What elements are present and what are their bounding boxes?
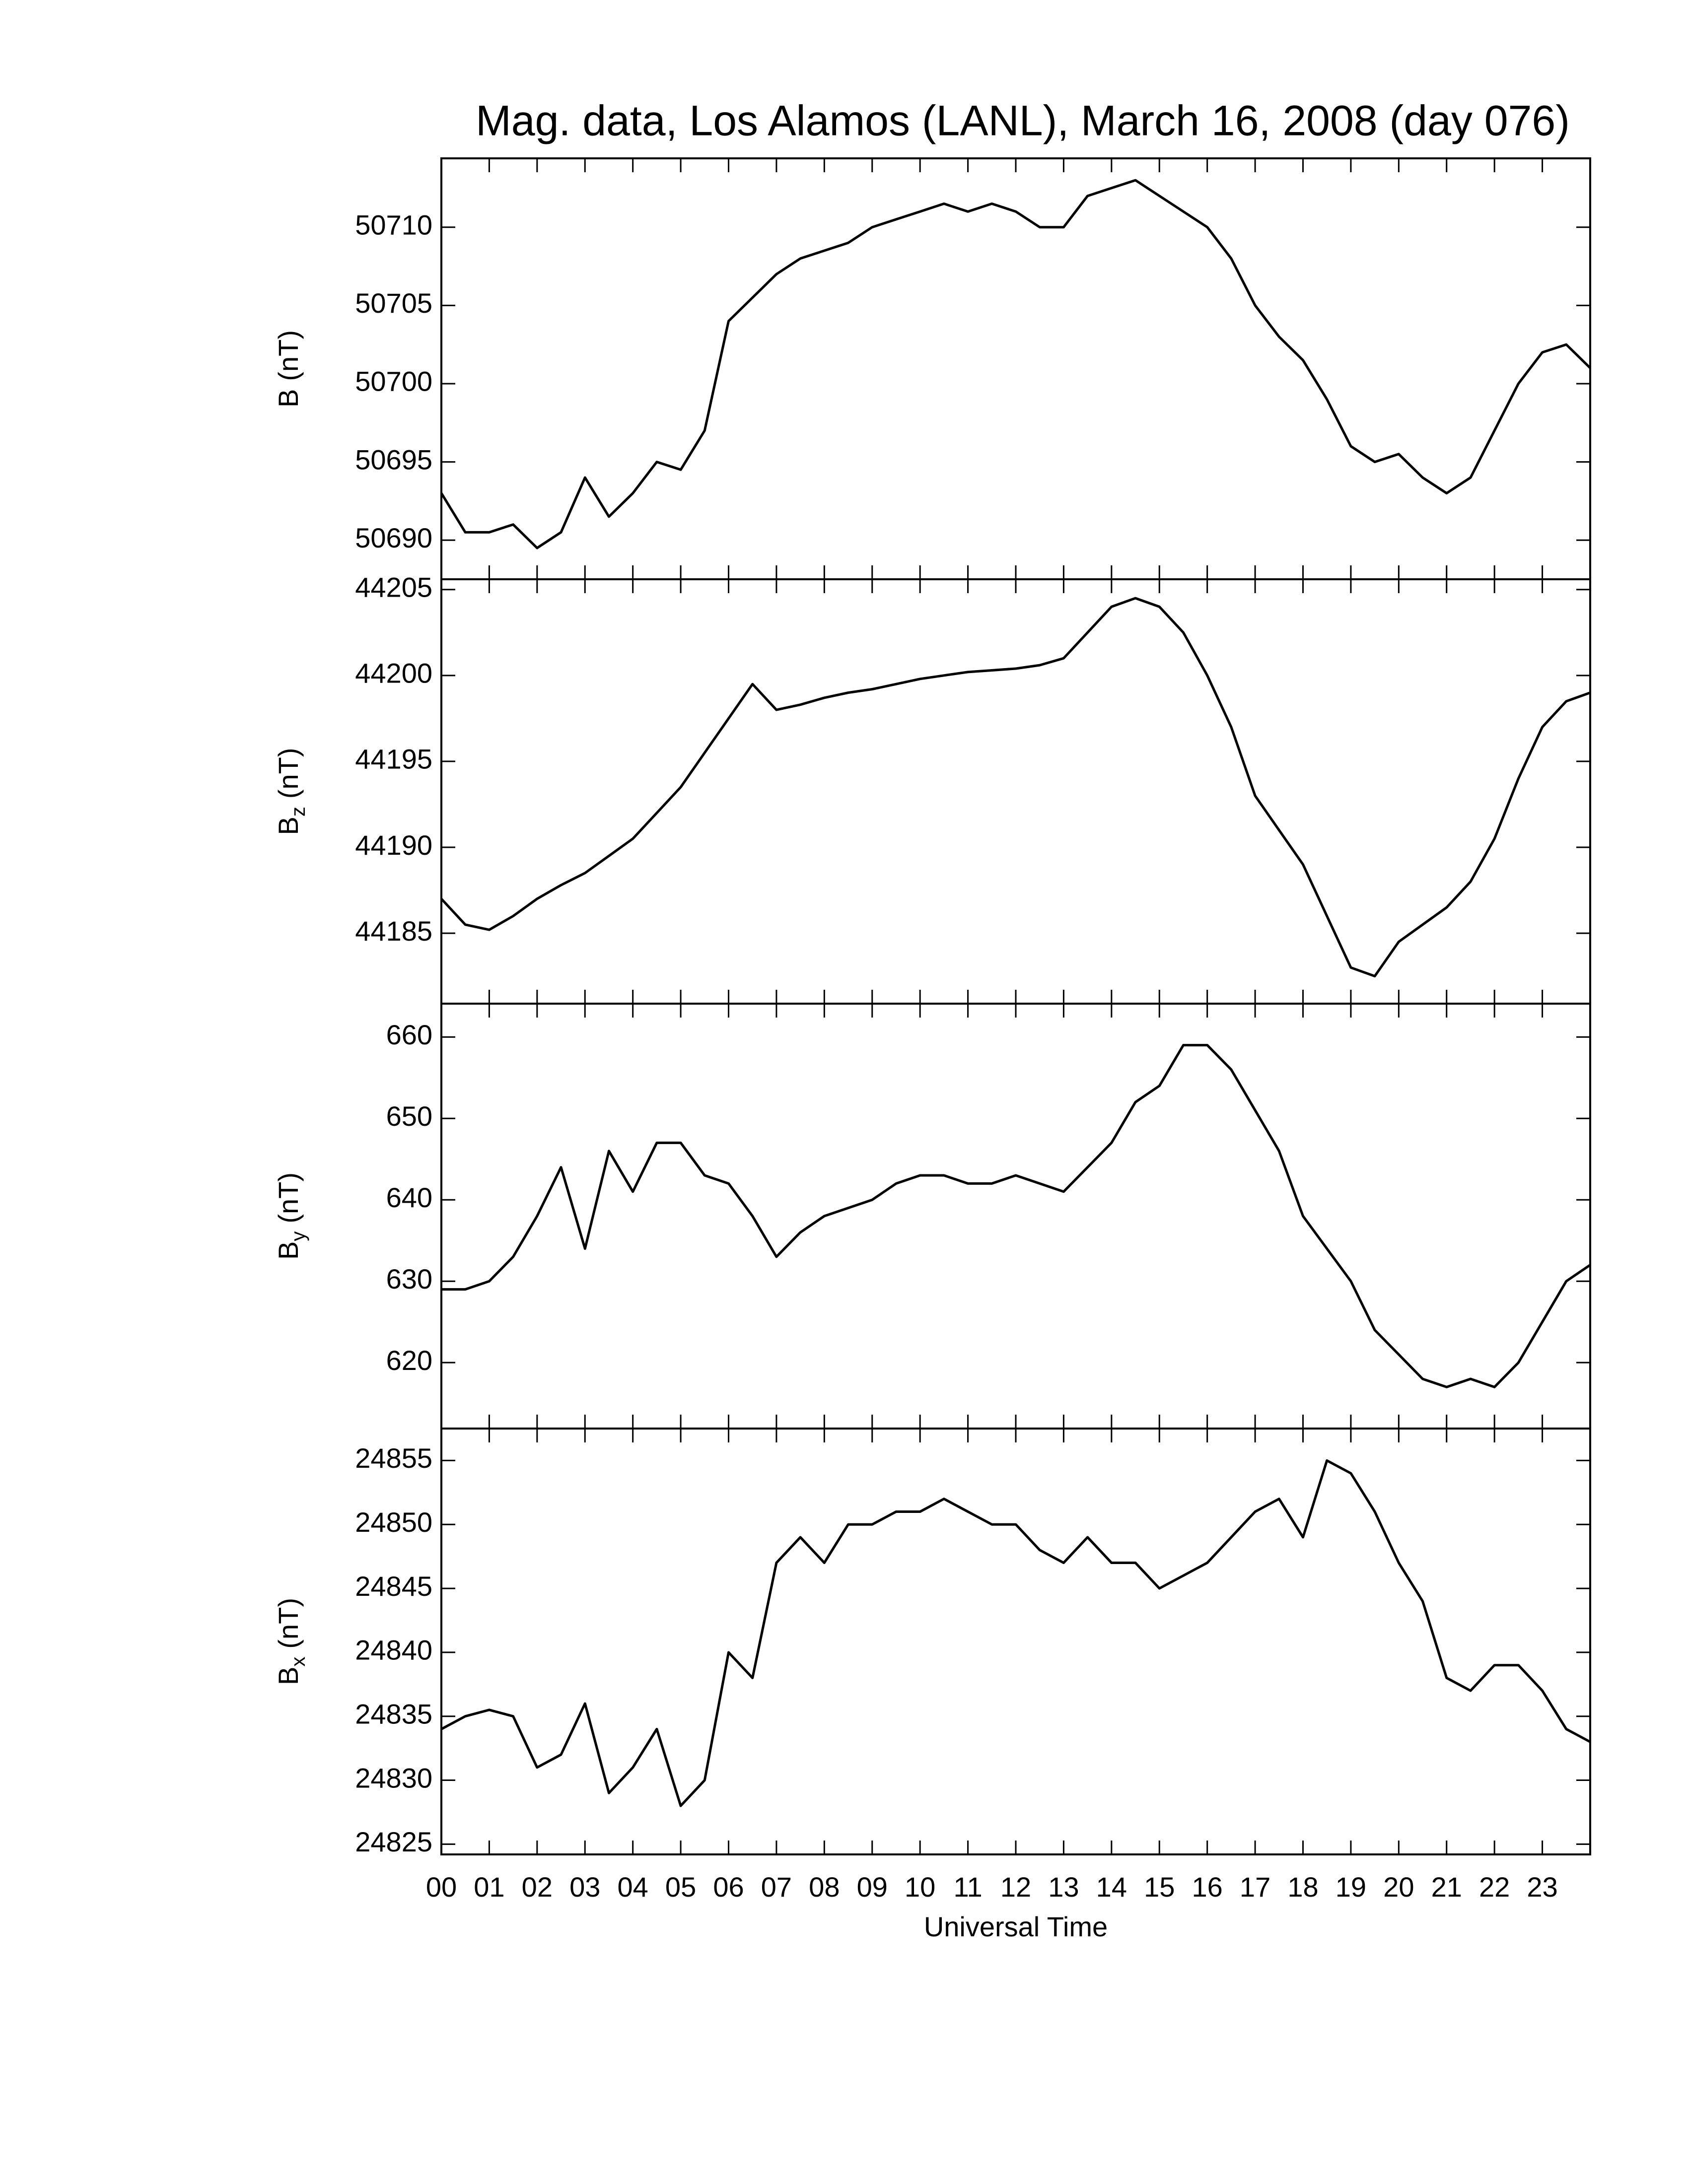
y-label-symbol: B [273,389,304,408]
y-tick-label: 630 [386,1263,432,1295]
x-tick-label: 05 [665,1871,696,1903]
y-tick-label: 44200 [355,658,432,689]
y-tick-label: 44190 [355,829,432,861]
y-label-symbol: B [273,1667,304,1685]
y-tick-label: 50710 [355,209,432,241]
x-axis-label: Universal Time [924,1911,1108,1942]
y-tick-label: 24835 [355,1699,432,1730]
y-tick-label: 50695 [355,444,432,475]
x-tick-label: 11 [954,1871,983,1903]
x-tick-label: 00 [426,1871,457,1903]
y-axis-label: B (nT) [273,330,304,408]
y-axis-label: Bz (nT) [273,748,309,835]
y-tick-label: 24825 [355,1826,432,1857]
y-tick-label: 24850 [355,1506,432,1538]
y-tick-label: 660 [386,1019,432,1050]
y-axis-label: Bx (nT) [273,1598,309,1685]
x-tick-label: 08 [809,1871,840,1903]
x-tick-label: 02 [522,1871,553,1903]
y-tick-label: 640 [386,1182,432,1213]
y-tick-label: 620 [386,1345,432,1376]
x-tick-label: 15 [1144,1871,1175,1903]
y-label-subscript: z [287,807,309,817]
x-tick-label: 19 [1336,1871,1366,1903]
chart-title: Mag. data, Los Alamos (LANL), March 16, … [476,97,1570,145]
x-tick-label: 22 [1479,1871,1510,1903]
y-tick-label: 650 [386,1100,432,1132]
x-tick-label: 16 [1192,1871,1223,1903]
plot-frame [440,157,1591,580]
plot-frame [440,1428,1591,1855]
x-tick-label: 12 [1000,1871,1031,1903]
x-tick-label: 13 [1048,1871,1079,1903]
x-tick-label: 09 [857,1871,888,1903]
x-tick-label: 03 [569,1871,600,1903]
y-label-unit: (nT) [273,1172,304,1224]
y-label-subscript: x [287,1657,309,1667]
x-tick-label: 04 [618,1871,648,1903]
x-tick-label: 06 [713,1871,744,1903]
y-label-subscript: y [287,1231,309,1241]
y-tick-label: 44205 [355,572,432,603]
data-line [441,1044,1591,1388]
y-tick-label: 24845 [355,1570,432,1602]
x-tick-label: 21 [1431,1871,1462,1903]
x-tick-label: 01 [474,1871,504,1903]
y-label-unit: (nT) [273,330,304,381]
y-label-unit: (nT) [273,748,304,799]
x-tick-label: 18 [1287,1871,1318,1903]
x-tick-label: 10 [905,1871,935,1903]
y-tick-label: 44195 [355,744,432,775]
x-tick-label: 14 [1096,1871,1127,1903]
y-tick-label: 24830 [355,1762,432,1793]
y-tick-label: 24840 [355,1635,432,1666]
data-line [440,179,1591,549]
y-tick-label: 50705 [355,287,432,319]
y-axis-label: By (nT) [273,1172,309,1260]
data-line [440,597,1591,978]
y-tick-label: 50700 [355,366,432,397]
data-line [440,1459,1591,1807]
plot-frame [440,578,1591,1005]
plot-frame [440,1003,1591,1430]
y-label-unit: (nT) [273,1598,304,1649]
y-tick-label: 24855 [355,1442,432,1474]
x-tick-label: 23 [1527,1871,1557,1903]
y-tick-label: 50690 [355,522,432,553]
y-label-symbol: B [273,1241,304,1260]
x-tick-label: 07 [761,1871,792,1903]
y-label-symbol: B [273,817,304,835]
x-tick-label: 20 [1383,1871,1414,1903]
y-tick-label: 44185 [355,915,432,947]
x-tick-label: 17 [1240,1871,1270,1903]
